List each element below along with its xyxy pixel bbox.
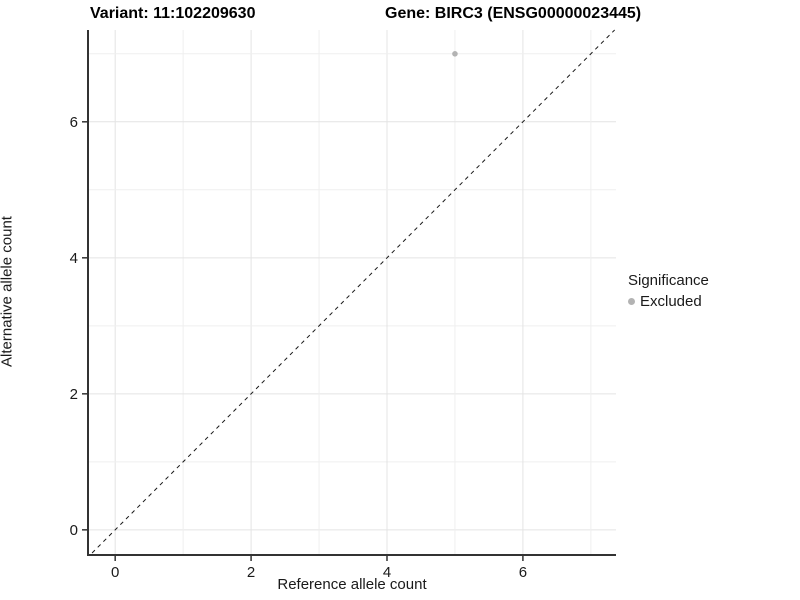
legend: Significance Excluded (628, 272, 709, 310)
y-tick-label: 6 (70, 114, 78, 131)
y-axis-title: Alternative allele count (0, 216, 16, 367)
legend-title: Significance (628, 272, 709, 289)
excluded-point-icon (628, 298, 635, 305)
identity-reference-line (91, 29, 615, 554)
legend-item-excluded: Excluded (628, 293, 709, 310)
y-tick-label: 2 (70, 386, 78, 403)
x-tick-label: 2 (247, 564, 255, 581)
y-tick-label: 0 (70, 522, 78, 539)
x-axis-title: Reference allele count (277, 576, 427, 593)
x-tick-label: 4 (383, 564, 391, 581)
data-point (452, 51, 458, 57)
gene-title: Gene: BIRC3 (ENSG00000023445) (385, 5, 642, 22)
variant-title: Variant: 11:102209630 (90, 5, 256, 22)
x-tick-label: 0 (111, 564, 119, 581)
x-tick-label: 6 (519, 564, 527, 581)
y-tick-label: 4 (70, 250, 78, 267)
legend-item-label: Excluded (640, 293, 702, 310)
